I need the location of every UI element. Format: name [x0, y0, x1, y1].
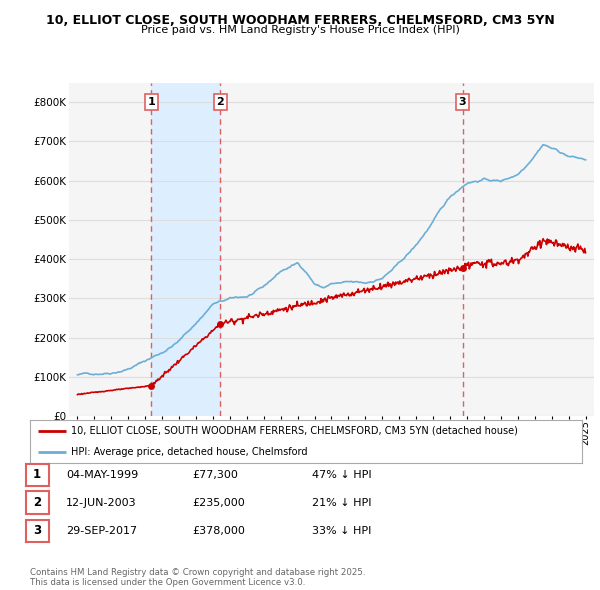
Text: 12-JUN-2003: 12-JUN-2003	[66, 498, 137, 507]
Text: 3: 3	[459, 97, 466, 107]
Text: 3: 3	[33, 525, 41, 537]
Text: 04-MAY-1999: 04-MAY-1999	[66, 470, 138, 480]
Text: 1: 1	[148, 97, 155, 107]
Text: 2: 2	[217, 97, 224, 107]
Text: 2: 2	[33, 496, 41, 509]
Text: 47% ↓ HPI: 47% ↓ HPI	[312, 470, 371, 480]
Text: 10, ELLIOT CLOSE, SOUTH WOODHAM FERRERS, CHELMSFORD, CM3 5YN (detached house): 10, ELLIOT CLOSE, SOUTH WOODHAM FERRERS,…	[71, 426, 518, 436]
Text: £378,000: £378,000	[192, 526, 245, 536]
Text: £77,300: £77,300	[192, 470, 238, 480]
Text: 21% ↓ HPI: 21% ↓ HPI	[312, 498, 371, 507]
Text: 1: 1	[33, 468, 41, 481]
Bar	[151, 83, 220, 416]
Text: £235,000: £235,000	[192, 498, 245, 507]
Text: 33% ↓ HPI: 33% ↓ HPI	[312, 526, 371, 536]
Text: HPI: Average price, detached house, Chelmsford: HPI: Average price, detached house, Chel…	[71, 447, 308, 457]
Text: 29-SEP-2017: 29-SEP-2017	[66, 526, 137, 536]
Text: Contains HM Land Registry data © Crown copyright and database right 2025.
This d: Contains HM Land Registry data © Crown c…	[30, 568, 365, 587]
Text: 10, ELLIOT CLOSE, SOUTH WOODHAM FERRERS, CHELMSFORD, CM3 5YN: 10, ELLIOT CLOSE, SOUTH WOODHAM FERRERS,…	[46, 14, 554, 27]
Text: Price paid vs. HM Land Registry's House Price Index (HPI): Price paid vs. HM Land Registry's House …	[140, 25, 460, 35]
